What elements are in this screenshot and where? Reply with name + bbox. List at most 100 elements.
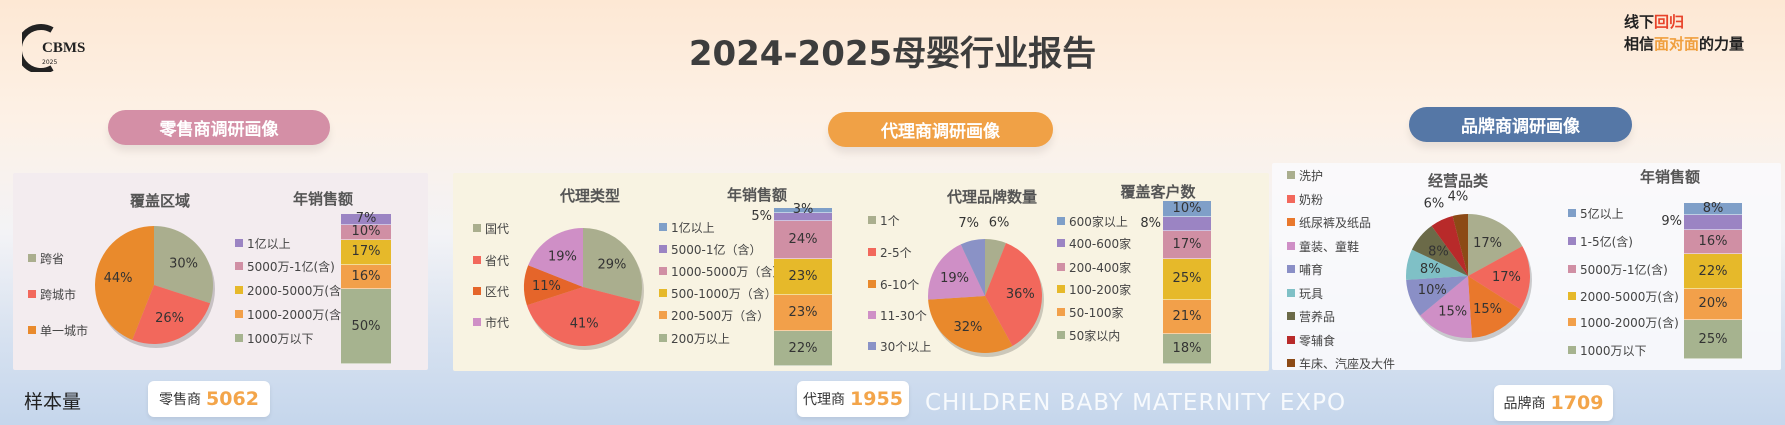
- badge-label: 品牌商: [1503, 396, 1546, 412]
- pie-data-label: 6%: [1424, 197, 1445, 212]
- legend-swatch: [1287, 171, 1295, 179]
- legend-swatch: [1287, 336, 1295, 344]
- legend-label: 车床、汽座及大件: [1299, 356, 1396, 371]
- legend-label: 市代: [485, 315, 510, 330]
- legend-label: 100-200家: [1069, 282, 1132, 297]
- legend-swatch: [868, 342, 876, 350]
- legend-item: 1-5亿(含): [1568, 233, 1633, 249]
- legend-item: 1个: [868, 212, 900, 228]
- bar-segment: 20%: [1684, 288, 1742, 320]
- pie-slice: [524, 265, 583, 306]
- svg-text:相信面对面的力量: 相信面对面的力量: [1624, 35, 1744, 53]
- legend-item: 400-600家: [1057, 235, 1131, 251]
- bar-segment: 24%: [774, 220, 832, 259]
- bar-segment: 18%: [1163, 334, 1211, 364]
- legend-label: 400-600家: [1069, 236, 1132, 251]
- legend-item: 5000-1亿（含）: [659, 241, 762, 257]
- legend-swatch: [28, 326, 36, 334]
- chart-title: 年销售额: [726, 186, 788, 204]
- pie-slice: [928, 296, 1013, 353]
- bar-data-label: 25%: [1172, 271, 1202, 287]
- legend-swatch: [659, 311, 667, 319]
- section-brand-header: 品牌商调研画像: [1409, 107, 1632, 142]
- legend-label: 零辅食: [1299, 333, 1336, 348]
- bar-data-label: 8%: [1702, 201, 1724, 217]
- legend-swatch: [1287, 195, 1295, 203]
- section-retailer-header: 零售商调研画像: [108, 110, 330, 145]
- legend-item: 1亿以上: [235, 235, 291, 251]
- pie-data-label: 10%: [1418, 283, 1447, 298]
- legend-swatch: [235, 334, 243, 342]
- legend-label: 50-100家: [1069, 305, 1124, 320]
- badge-value: 1709: [1550, 392, 1604, 414]
- pie-data-label: 6%: [989, 215, 1010, 230]
- chart-title: 年销售额: [292, 190, 354, 208]
- legend-item: 2000-5000万(含): [1568, 288, 1679, 304]
- bar-data-label: 5%: [751, 208, 772, 224]
- legend-item: 跨省: [28, 250, 64, 266]
- legend-label: 跨省: [40, 251, 65, 266]
- bar-data-label: 7%: [355, 211, 377, 227]
- legend-label: 哺育: [1299, 262, 1324, 277]
- bar-data-label: 17%: [1172, 236, 1202, 252]
- legend-label: 区代: [485, 284, 510, 299]
- legend-item: 纸尿裤及纸品: [1287, 214, 1371, 230]
- legend-label: 1000-2000万(含): [247, 307, 346, 322]
- legend-swatch: [473, 318, 481, 326]
- legend-label: 500-1000万（含）: [671, 286, 777, 301]
- pie-slice: [1468, 246, 1530, 310]
- pie-data-label: 17%: [1473, 236, 1502, 251]
- legend-item: 洗护: [1287, 167, 1323, 183]
- legend-label: 纸尿裤及纸品: [1299, 215, 1372, 230]
- pie-slice: [1452, 214, 1468, 276]
- badge-value: 1955: [850, 388, 903, 410]
- bar-data-label: 10%: [351, 224, 381, 239]
- bar-data-label: 8%: [1140, 216, 1161, 232]
- legend-label: 11-30个: [880, 308, 927, 323]
- bar-data-label: 18%: [1172, 341, 1202, 357]
- legend-swatch: [1287, 289, 1295, 297]
- bar-segment: 7%: [341, 211, 391, 227]
- section-agent-header: 代理商调研画像: [828, 112, 1053, 147]
- bar-segment: 25%: [1684, 320, 1742, 359]
- legend-label: 2-5个: [880, 245, 912, 260]
- pie-data-label: 26%: [155, 311, 184, 326]
- legend-label: 1000-5000万（含）: [671, 264, 785, 279]
- retailer-sample-badge: 零售商 5062: [148, 381, 270, 417]
- bar-data-label: 9%: [1661, 214, 1682, 230]
- legend-swatch: [1568, 237, 1576, 245]
- chart-title: 经营品类: [1427, 172, 1489, 190]
- pie-data-label: 30%: [169, 256, 198, 271]
- legend-label: 省代: [485, 253, 510, 268]
- bar-data-label: 17%: [351, 244, 381, 260]
- bar-data-label: 25%: [1698, 331, 1728, 347]
- pie-data-label: 7%: [958, 216, 979, 231]
- pie-chart: 30% 26% 44%: [94, 226, 215, 348]
- pie-data-label: 4%: [1448, 190, 1469, 205]
- badge-label: 代理商: [803, 392, 846, 408]
- pie-slice: [1431, 215, 1468, 276]
- bar-segment: 9%: [1661, 214, 1742, 230]
- legend-swatch: [473, 224, 481, 232]
- legend-item: 国代: [473, 220, 509, 236]
- pie-slice: [154, 226, 213, 304]
- chart-title: 代理类型: [559, 187, 621, 205]
- legend-label: 营养品: [1299, 309, 1336, 324]
- sample-size-label: 样本量: [24, 391, 82, 413]
- legend-swatch: [659, 245, 667, 253]
- legend-swatch: [1287, 265, 1295, 273]
- chart-title: 覆盖客户数: [1120, 183, 1196, 201]
- pie-slice: [1468, 214, 1523, 276]
- legend-item: 100-200家: [1057, 281, 1131, 297]
- pie-chart: 6% 36% 32% 19% 7%: [928, 215, 1044, 357]
- bar-data-label: 24%: [788, 231, 818, 247]
- legend-item: 11-30个: [868, 307, 927, 323]
- legend-item: 1000万以下: [1568, 342, 1647, 358]
- legend-label: 1-5亿(含): [1580, 234, 1633, 249]
- pie-slice: [1411, 225, 1468, 276]
- bar-segment: 50%: [341, 289, 391, 364]
- pie-chart: 17% 17% 15% 15% 10% 8% 8% 6% 4%: [1406, 190, 1532, 342]
- chart-title: 覆盖区域: [129, 192, 191, 210]
- badge-value: 5062: [206, 388, 259, 410]
- pie-slice: [132, 285, 211, 344]
